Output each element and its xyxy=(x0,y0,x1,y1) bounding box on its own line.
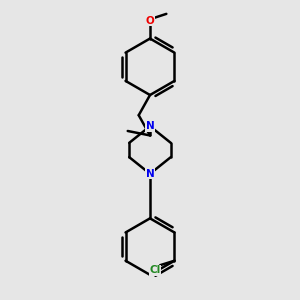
Text: Cl: Cl xyxy=(149,265,161,275)
Text: O: O xyxy=(146,16,154,26)
Text: N: N xyxy=(146,121,154,131)
Text: N: N xyxy=(146,169,154,179)
